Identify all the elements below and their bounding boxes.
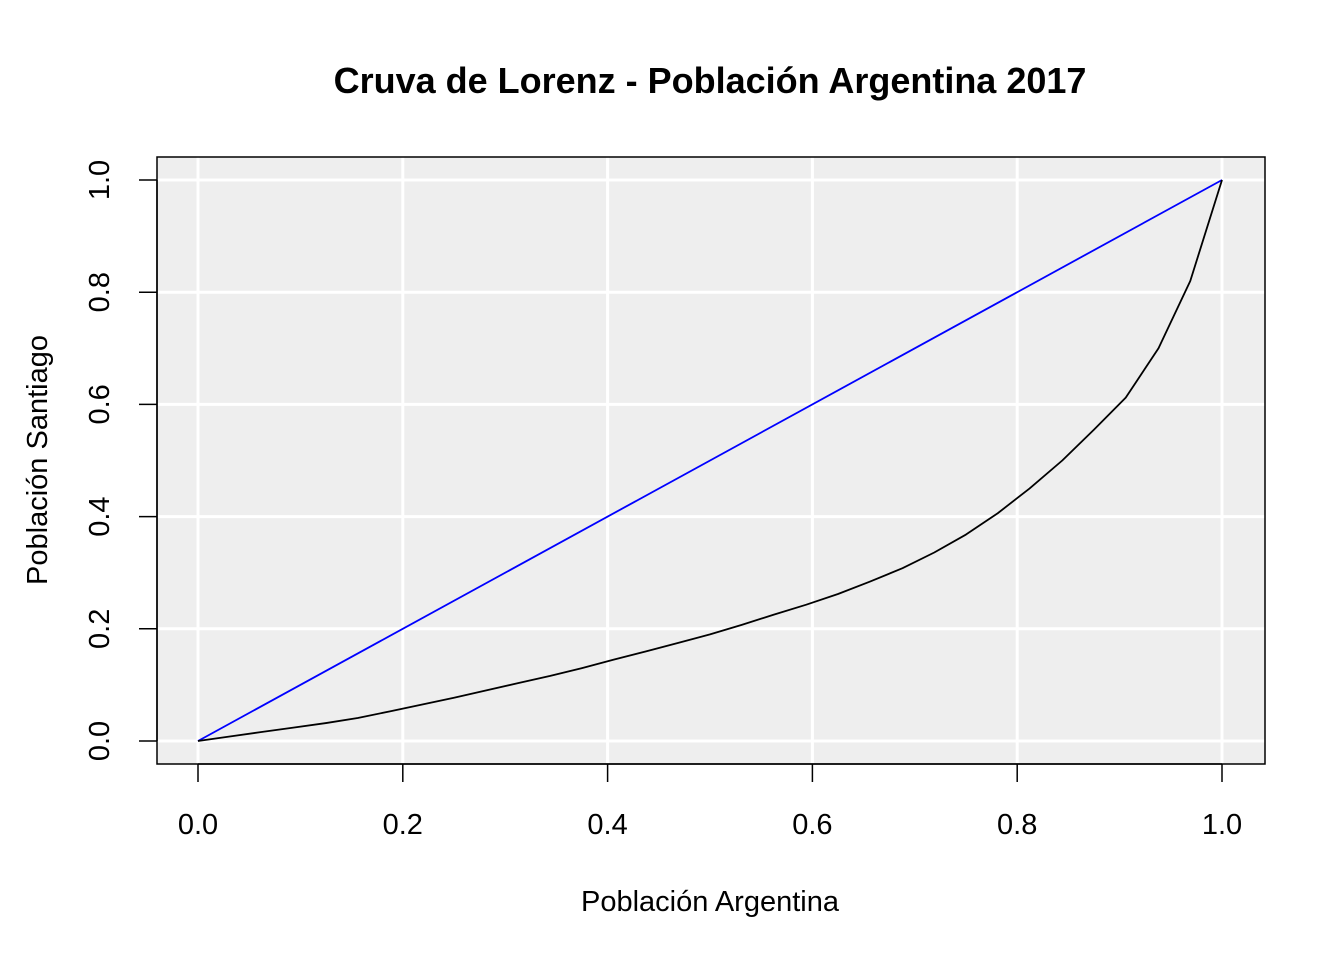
x-tick-label-1: 0.2 [383, 809, 423, 841]
lorenz-curve [197, 179, 1223, 742]
equality-line [197, 179, 1223, 742]
x-tick-label-4: 0.8 [997, 809, 1037, 841]
y-axis-label: Población Santiago [22, 335, 54, 585]
x-axis-label: Población Argentina [581, 886, 840, 918]
y-tick-label-2: 0.4 [84, 496, 116, 536]
x-tick-label-3: 0.6 [792, 809, 832, 841]
y-axis: 0.0 0.2 0.4 0.6 0.8 1.0 [84, 160, 158, 761]
x-tick-label-5: 1.0 [1202, 809, 1242, 841]
x-tick-label-2: 0.4 [587, 809, 627, 841]
series-layer [197, 179, 1223, 742]
y-tick-label-1: 0.2 [84, 609, 116, 649]
y-tick-label-0: 0.0 [84, 721, 116, 761]
x-axis: 0.0 0.2 0.4 0.6 0.8 1.0 [178, 763, 1242, 841]
y-tick-label-3: 0.6 [84, 384, 116, 424]
grid [157, 157, 1265, 764]
x-tick-label-0: 0.0 [178, 809, 218, 841]
chart-title: Cruva de Lorenz - Población Argentina 20… [334, 60, 1087, 101]
y-tick-label-4: 0.8 [84, 272, 116, 312]
y-tick-label-5: 1.0 [84, 160, 116, 200]
